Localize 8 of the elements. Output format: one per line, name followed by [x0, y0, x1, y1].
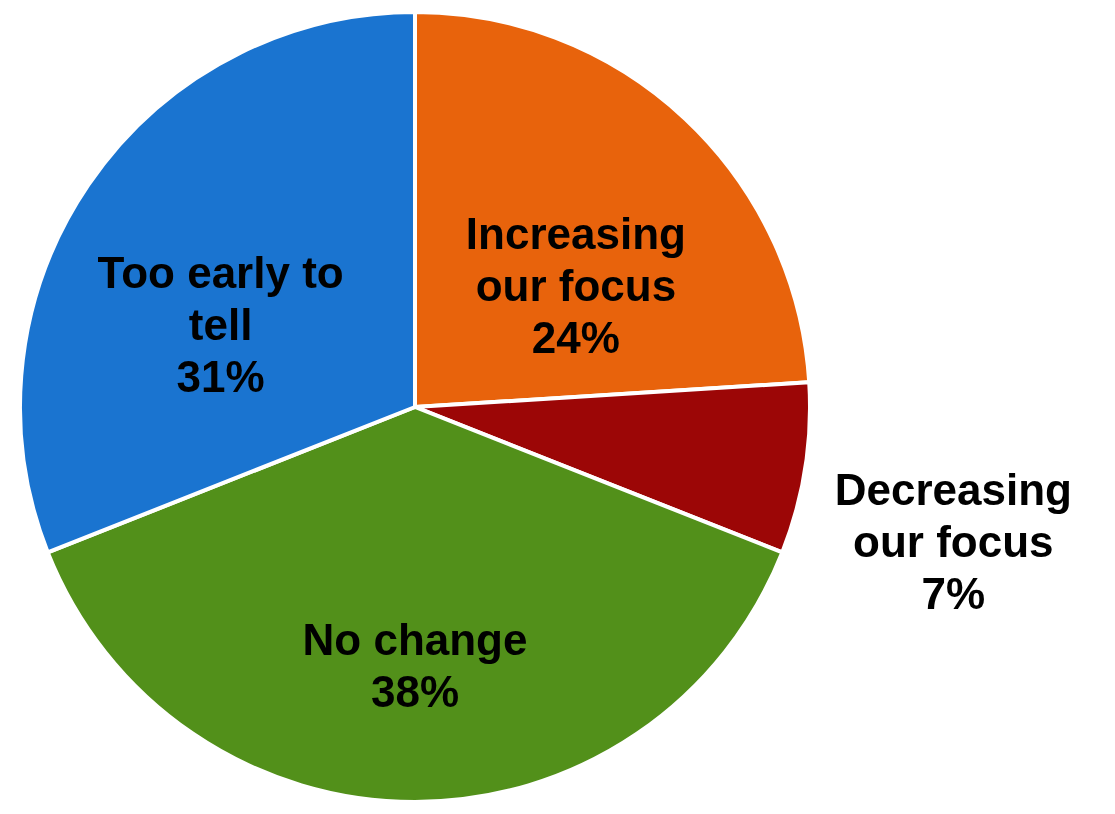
slice-label: No change: [302, 615, 528, 664]
data-label: 7%: [921, 569, 986, 619]
slice-label: Too early to tell: [97, 247, 344, 349]
slice-label: Decreasing our focus: [834, 465, 1072, 567]
slice-label: Increasing our focus: [465, 208, 686, 310]
data-label: 38%: [370, 667, 460, 716]
data-label: 24%: [531, 312, 620, 362]
data-label: 31%: [176, 351, 265, 401]
